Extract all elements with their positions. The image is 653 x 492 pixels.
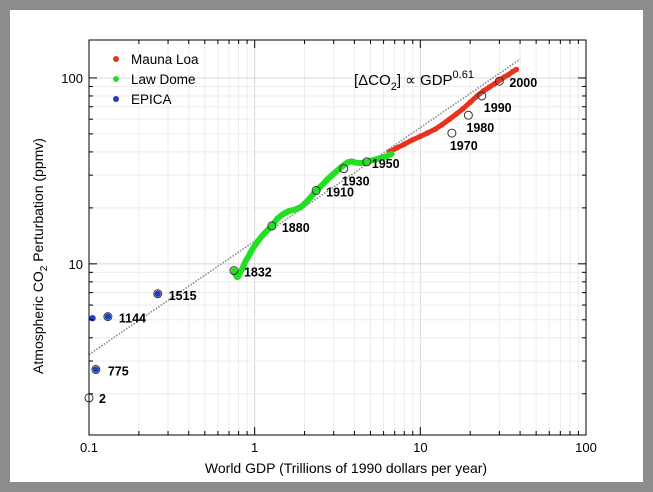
year-marker (103, 312, 113, 322)
data-point-law-dome (292, 206, 298, 213)
data-point-mauna-loa (496, 77, 503, 84)
year-label: 1950 (372, 157, 400, 171)
data-point-law-dome (379, 154, 386, 161)
data-point-mauna-loa (401, 141, 408, 148)
data-point-law-dome (240, 264, 246, 270)
data-point-mauna-loa (467, 99, 474, 106)
year-marker (311, 186, 321, 196)
y-axis-title: Atmospheric CO2 Perturbation (ppmv) (30, 138, 50, 374)
data-point-law-dome (285, 208, 292, 214)
data-point-mauna-loa (439, 121, 445, 128)
data-point-law-dome (298, 204, 304, 210)
data-point-law-dome (280, 211, 286, 217)
year-label: 2000 (509, 76, 537, 90)
x-tick-label: 1 (251, 440, 258, 455)
legend-swatch-law-dome (113, 76, 119, 82)
data-point-epica (89, 314, 96, 322)
data-point-law-dome (324, 176, 331, 183)
scaling-annotation: [ΔCO2] ∝ GDP0.61 (354, 69, 474, 93)
data-point-mauna-loa (432, 126, 439, 132)
plot-border (88, 39, 587, 436)
data-point-mauna-loa (409, 136, 416, 143)
year-marker (229, 266, 239, 276)
data-point-mauna-loa (459, 106, 466, 112)
x-tick-label: 0.1 (80, 440, 98, 455)
data-point-law-dome (303, 199, 310, 205)
year-label: 1880 (282, 221, 310, 235)
data-point-law-dome (249, 246, 256, 252)
data-point-law-dome (263, 228, 270, 234)
data-point-law-dome (363, 158, 370, 165)
data-point-mauna-loa (480, 88, 487, 94)
data-point-mauna-loa (417, 133, 424, 140)
year-marker (267, 221, 277, 231)
data-point-law-dome (269, 223, 275, 229)
legend: Mauna Loa Law Dome EPICA (113, 52, 199, 107)
year-marker (339, 164, 349, 174)
data-point-law-dome (308, 193, 315, 200)
data-point-mauna-loa (486, 84, 492, 91)
data-point-law-dome (242, 258, 249, 265)
data-point-law-dome (258, 233, 265, 240)
x-tick-label: 100 (575, 440, 597, 455)
legend-label-law-dome: Law Dome (131, 72, 196, 87)
data-point-mauna-loa (446, 116, 453, 122)
data-point-law-dome (237, 269, 244, 276)
data-point-mauna-loa (453, 111, 460, 117)
year-label: 775 (108, 365, 129, 379)
y-tick-label: 100 (61, 71, 83, 86)
year-marker (477, 91, 487, 101)
data-point-mauna-loa (393, 145, 400, 151)
year-marker (463, 110, 473, 120)
data-point-mauna-loa (505, 71, 512, 78)
data-point-law-dome (319, 182, 325, 188)
x-axis-title: World GDP (Trillions of 1990 dollars per… (205, 460, 487, 476)
year-label: 1832 (244, 266, 272, 280)
year-marker (494, 76, 504, 86)
figure-frame: 2 775 1144 1515 1832 1880 1910 1930 1950 1970 1980… (10, 10, 643, 482)
year-label: 1980 (466, 121, 494, 135)
legend-swatch-epica (113, 96, 119, 102)
data-point-law-dome (388, 151, 395, 157)
data-point-law-dome (384, 153, 390, 159)
year-label: 1144 (119, 312, 146, 326)
x-tick-label: 10 (413, 440, 427, 455)
year-label: 1970 (450, 139, 478, 153)
year-label: 1515 (169, 289, 197, 303)
data-point-law-dome (353, 159, 359, 166)
data-point-epica (154, 290, 161, 297)
data-point-epica (104, 313, 112, 320)
year-label: 1910 (326, 186, 354, 200)
data-point-mauna-loa (474, 93, 480, 99)
data-point-mauna-loa (424, 130, 430, 136)
data-point-law-dome (253, 239, 260, 246)
axis-ticks: 0.1 1 10 100 10 100 (61, 40, 597, 455)
data-point-mauna-loa (513, 66, 520, 73)
legend-label-epica: EPICA (131, 92, 172, 107)
data-point-law-dome (330, 171, 337, 177)
data-point-law-dome (245, 253, 252, 259)
data-point-law-dome (313, 187, 319, 194)
year-marker (447, 128, 457, 138)
year-marker (153, 289, 163, 299)
legend-label-mauna-loa: Mauna Loa (131, 52, 199, 67)
data-point-law-dome (274, 215, 281, 222)
legend-swatch-mauna-loa (113, 56, 119, 62)
data-point-law-dome (348, 158, 355, 165)
y-tick-label: 10 (69, 257, 83, 272)
year-marker (91, 365, 101, 375)
data-point-epica (92, 366, 100, 373)
data-point-law-dome (374, 156, 381, 162)
year-label: 2 (99, 392, 106, 406)
year-label: 1990 (484, 101, 512, 115)
year-label: 1930 (342, 175, 370, 189)
series-line-law-dome (230, 150, 395, 280)
year-marker (362, 157, 372, 167)
